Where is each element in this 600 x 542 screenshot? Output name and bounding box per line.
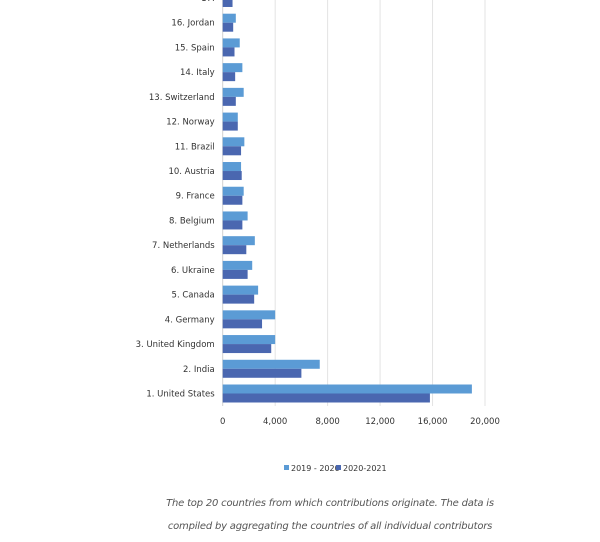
x-tick-label: 12,000: [365, 417, 395, 427]
bar-2020-2021: [222, 171, 242, 181]
bar-2019-2020: [222, 13, 236, 23]
bar-2020-2021: [222, 245, 247, 255]
x-tick-label: 16,000: [418, 417, 448, 427]
category-label: 11. Brazil: [175, 142, 215, 152]
bar-2020-2021: [222, 0, 233, 7]
x-tick-label: 0: [220, 417, 225, 427]
figure-caption: The top 20 countries from which contribu…: [166, 498, 494, 532]
category-label: 16. Jordan: [171, 19, 214, 29]
legend-label: 2019 - 2020: [291, 464, 340, 473]
bar-2020-2021: [222, 72, 236, 82]
bar-2019-2020: [222, 63, 243, 73]
category-label: 10. Austria: [168, 167, 214, 177]
bar-2019-2020: [222, 236, 255, 246]
bar-2020-2021: [222, 393, 430, 403]
bar-2020-2021: [222, 368, 302, 378]
bar-2019-2020: [222, 112, 238, 122]
bar-2020-2021: [222, 22, 234, 32]
bar-2020-2021: [222, 121, 238, 131]
bar-2019-2020: [222, 211, 248, 221]
bar-2019-2020: [222, 162, 242, 172]
bar-2019-2020: [222, 260, 253, 270]
category-label: 15. Spain: [175, 43, 215, 53]
bar-2020-2021: [222, 195, 243, 205]
legend-label: 2020-2021: [343, 464, 387, 473]
category-label: 7. Netherlands: [152, 241, 215, 251]
bar-2019-2020: [222, 38, 240, 48]
bar-2019-2020: [222, 285, 259, 295]
bar-2019-2020: [222, 359, 320, 369]
bar-2019-2020: [222, 137, 245, 147]
bar-2019-2020: [222, 384, 472, 394]
legend-swatch: [284, 465, 289, 470]
category-label: 5. Canada: [172, 291, 215, 301]
bar-2020-2021: [222, 146, 242, 156]
category-label: 17.: [201, 0, 215, 4]
bar-2020-2021: [222, 47, 235, 57]
bar-2019-2020: [222, 335, 276, 345]
category-label: 6. Ukraine: [171, 266, 215, 276]
bar-2019-2020: [222, 310, 276, 320]
bar-2020-2021: [222, 269, 248, 279]
category-label: 12. Norway: [166, 118, 214, 128]
category-label: 14. Italy: [180, 68, 215, 78]
category-label: 13. Switzerland: [149, 93, 215, 103]
bar-2020-2021: [222, 319, 263, 329]
x-tick-label: 4,000: [263, 417, 287, 427]
category-label: 3. United Kingdom: [136, 340, 215, 350]
x-tick-label: 20,000: [470, 417, 500, 427]
bar-2020-2021: [222, 344, 272, 354]
legend-swatch: [336, 465, 341, 470]
bar-2019-2020: [222, 186, 244, 196]
category-label: 4. Germany: [165, 315, 215, 325]
bar-2020-2021: [222, 220, 243, 230]
category-label: 1. United States: [146, 390, 215, 400]
bar-2020-2021: [222, 294, 255, 304]
bar-2019-2020: [222, 87, 244, 97]
category-label: 9. France: [176, 192, 215, 202]
category-label: 8. Belgium: [169, 216, 215, 226]
category-label: 2. India: [183, 365, 215, 375]
x-tick-label: 8,000: [315, 417, 339, 427]
bar-2020-2021: [222, 96, 236, 106]
